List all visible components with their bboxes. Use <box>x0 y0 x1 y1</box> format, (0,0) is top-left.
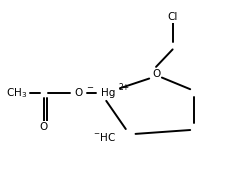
Text: Hg: Hg <box>101 88 115 98</box>
Text: O: O <box>40 122 48 132</box>
Text: O: O <box>152 69 160 79</box>
Text: $^{-}$HC: $^{-}$HC <box>93 131 116 143</box>
Text: 2+: 2+ <box>119 83 130 92</box>
Text: O: O <box>75 88 83 98</box>
Text: Cl: Cl <box>168 12 178 22</box>
Text: CH$_3$: CH$_3$ <box>6 86 27 100</box>
Text: −: − <box>86 83 93 92</box>
